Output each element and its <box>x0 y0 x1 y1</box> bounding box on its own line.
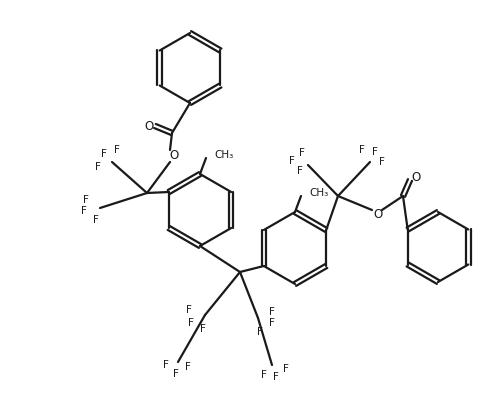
Text: F: F <box>173 369 179 379</box>
Text: CH₃: CH₃ <box>214 150 233 160</box>
Text: F: F <box>163 360 169 370</box>
Text: F: F <box>95 162 101 172</box>
Text: F: F <box>269 318 275 328</box>
Text: F: F <box>261 370 267 380</box>
Text: O: O <box>373 208 383 222</box>
Text: CH₃: CH₃ <box>309 188 328 198</box>
Text: O: O <box>169 150 179 162</box>
Text: F: F <box>299 148 305 158</box>
Text: F: F <box>379 157 385 167</box>
Text: F: F <box>269 307 275 317</box>
Text: F: F <box>297 166 303 176</box>
Text: F: F <box>257 327 263 337</box>
Text: F: F <box>188 318 194 328</box>
Text: F: F <box>93 215 99 225</box>
Text: F: F <box>83 195 89 205</box>
Text: F: F <box>185 362 191 372</box>
Text: F: F <box>81 206 87 216</box>
Text: F: F <box>101 149 107 159</box>
Text: O: O <box>411 171 421 185</box>
Text: F: F <box>186 305 192 315</box>
Text: F: F <box>289 156 295 166</box>
Text: F: F <box>359 145 365 155</box>
Text: F: F <box>273 372 279 382</box>
Text: F: F <box>283 364 289 374</box>
Text: F: F <box>200 324 206 334</box>
Text: F: F <box>372 147 378 157</box>
Text: O: O <box>144 120 154 132</box>
Text: F: F <box>114 145 120 155</box>
